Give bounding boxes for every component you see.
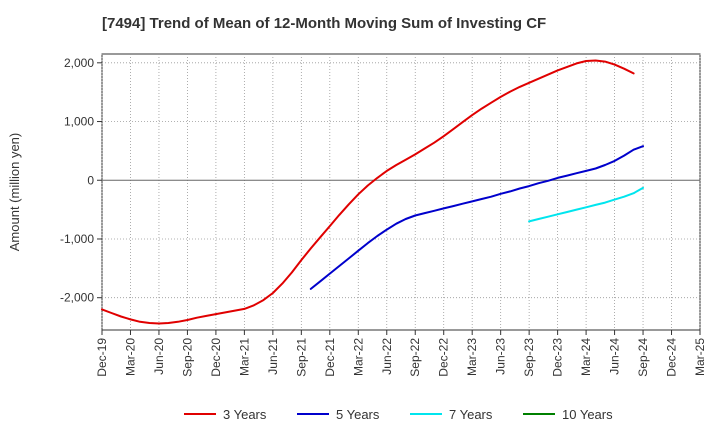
x-tick-label: Dec-21 <box>323 338 337 377</box>
x-tick-label: Dec-23 <box>551 338 565 377</box>
legend: 3 Years 5 Years 7 Years 10 Years <box>184 407 613 422</box>
y-tick-label: 0 <box>87 173 94 187</box>
series-line-7-years <box>528 186 644 223</box>
chart-title: [7494] Trend of Mean of 12-Month Moving … <box>102 15 546 32</box>
x-tick-label: Mar-21 <box>237 338 251 376</box>
x-tick-label: Sep-20 <box>180 338 194 377</box>
legend-label-10-years: 10 Years <box>562 407 613 422</box>
x-tick-label: Jun-23 <box>494 338 508 375</box>
x-tick-label: Jun-20 <box>152 338 166 375</box>
y-tick-label: -2,000 <box>60 291 94 305</box>
x-tick-label: Mar-22 <box>351 338 365 376</box>
x-tick-label: Mar-20 <box>123 338 137 376</box>
x-tick-label: Dec-20 <box>209 338 223 377</box>
legend-label-5-years: 5 Years <box>336 407 380 422</box>
x-tick-label: Mar-24 <box>579 338 593 376</box>
x-tick-label: Mar-23 <box>465 338 479 376</box>
y-axis-label: Amount (million yen) <box>7 133 22 252</box>
x-tick-label: Jun-21 <box>266 338 280 375</box>
grid <box>101 54 701 330</box>
series-line-5-years <box>309 145 644 290</box>
x-tick-label: Jun-22 <box>380 338 394 375</box>
plot-area <box>101 53 701 331</box>
x-tick-label: Dec-24 <box>665 338 679 377</box>
y-tick-label: 2,000 <box>64 56 94 70</box>
series-group <box>101 59 644 325</box>
x-tick-label: Jun-24 <box>608 338 622 375</box>
series-line-3-years <box>101 59 635 325</box>
y-tick-label: 1,000 <box>64 115 94 129</box>
x-tick-label: Dec-19 <box>95 338 109 377</box>
y-tick-label: -1,000 <box>60 232 94 246</box>
x-tick-label: Sep-22 <box>408 338 422 377</box>
x-tick-label: Sep-23 <box>522 338 536 377</box>
legend-label-3-years: 3 Years <box>223 407 267 422</box>
x-tick-label: Sep-21 <box>294 338 308 377</box>
y-axis: 2,000 1,000 0 -1,000 -2,000 <box>60 56 102 305</box>
x-tick-label: Dec-22 <box>437 338 451 377</box>
x-axis: Dec-19 Mar-20 Jun-20 Sep-20 Dec-20 Mar-21 Jun-… <box>95 330 707 377</box>
legend-label-7-years: 7 Years <box>449 407 493 422</box>
x-tick-label: Mar-25 <box>693 338 707 376</box>
x-tick-label: Sep-24 <box>636 338 650 377</box>
